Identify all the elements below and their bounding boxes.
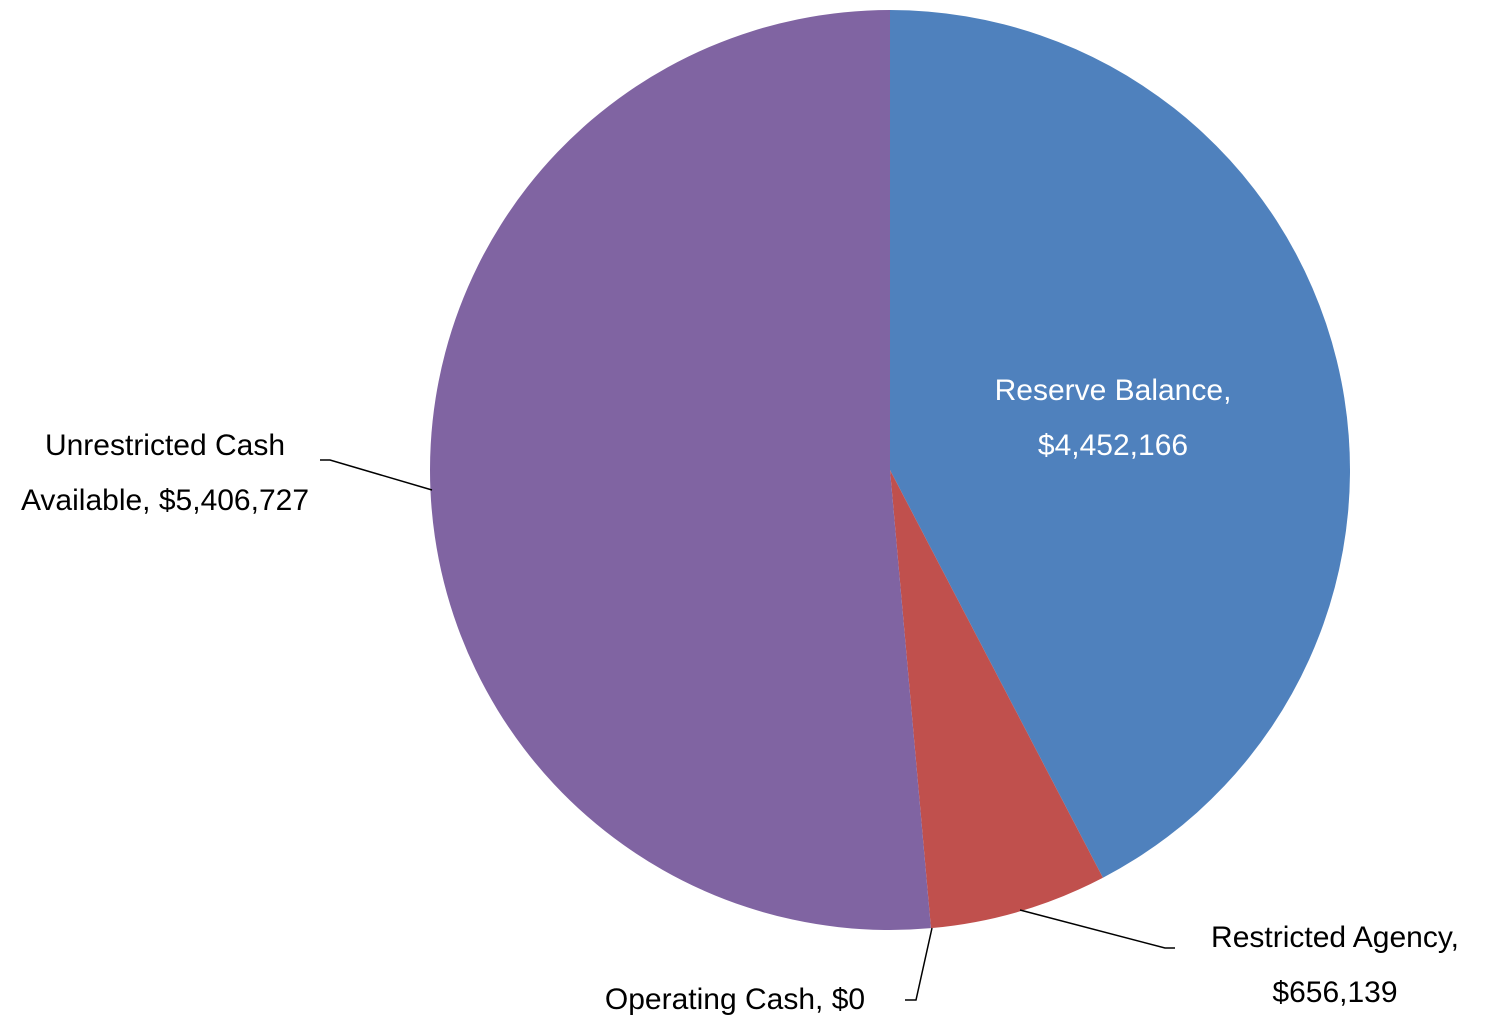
category-name: Unrestricted Cash Available xyxy=(20,429,286,517)
value-label: $4,452,166 xyxy=(1037,429,1189,462)
category-name: Reserve Balance xyxy=(994,374,1224,407)
category-name: Restricted Agency xyxy=(1211,921,1451,954)
data-label: Restricted Agency, $656,139 xyxy=(1170,910,1500,1020)
label-separator: , xyxy=(1450,921,1459,954)
data-label: Unrestricted Cash Available, $5,406,727 xyxy=(20,418,310,528)
value-label: $656,139 xyxy=(1272,976,1398,1009)
label-separator: , xyxy=(815,983,824,1016)
value-label: $5,406,727 xyxy=(158,484,310,517)
value-label: $0 xyxy=(831,983,866,1016)
leader-line xyxy=(320,459,433,491)
label-separator: , xyxy=(142,484,151,517)
leader-line xyxy=(905,927,933,1001)
leader-line xyxy=(1019,909,1175,949)
pie-slice xyxy=(890,470,1103,929)
data-label: Reserve Balance, $4,452,166 xyxy=(968,363,1258,473)
data-label: Operating Cash, $0 xyxy=(535,972,935,1020)
pie-slice xyxy=(429,10,931,931)
label-separator: , xyxy=(1223,374,1232,407)
category-name: Operating Cash xyxy=(604,983,816,1016)
pie-slice xyxy=(890,10,1350,878)
